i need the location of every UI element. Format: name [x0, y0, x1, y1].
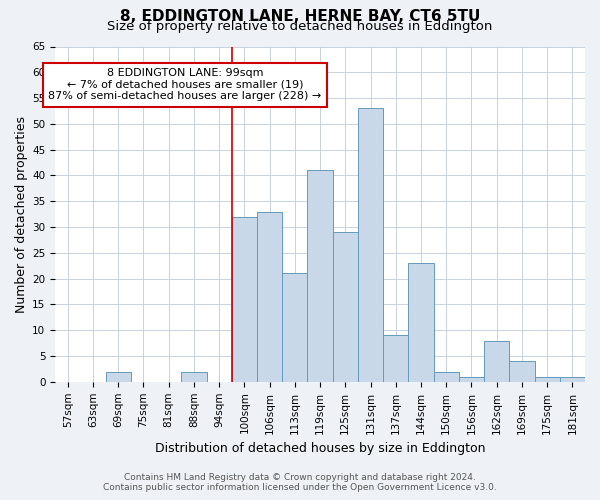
Bar — [232, 216, 257, 382]
Bar — [509, 361, 535, 382]
Bar — [181, 372, 206, 382]
Bar — [535, 376, 560, 382]
Y-axis label: Number of detached properties: Number of detached properties — [15, 116, 28, 312]
Text: 8 EDDINGTON LANE: 99sqm
← 7% of detached houses are smaller (19)
87% of semi-det: 8 EDDINGTON LANE: 99sqm ← 7% of detached… — [49, 68, 322, 102]
Bar — [459, 376, 484, 382]
Bar — [282, 274, 307, 382]
Bar — [358, 108, 383, 382]
Bar — [257, 212, 282, 382]
Text: Size of property relative to detached houses in Eddington: Size of property relative to detached ho… — [107, 20, 493, 33]
Bar — [409, 263, 434, 382]
Bar — [106, 372, 131, 382]
Text: Contains HM Land Registry data © Crown copyright and database right 2024.
Contai: Contains HM Land Registry data © Crown c… — [103, 473, 497, 492]
Bar — [434, 372, 459, 382]
X-axis label: Distribution of detached houses by size in Eddington: Distribution of detached houses by size … — [155, 442, 485, 455]
Bar — [332, 232, 358, 382]
Text: 8, EDDINGTON LANE, HERNE BAY, CT6 5TU: 8, EDDINGTON LANE, HERNE BAY, CT6 5TU — [120, 9, 480, 24]
Bar — [383, 336, 409, 382]
Bar — [560, 376, 585, 382]
Bar — [307, 170, 332, 382]
Bar — [484, 340, 509, 382]
